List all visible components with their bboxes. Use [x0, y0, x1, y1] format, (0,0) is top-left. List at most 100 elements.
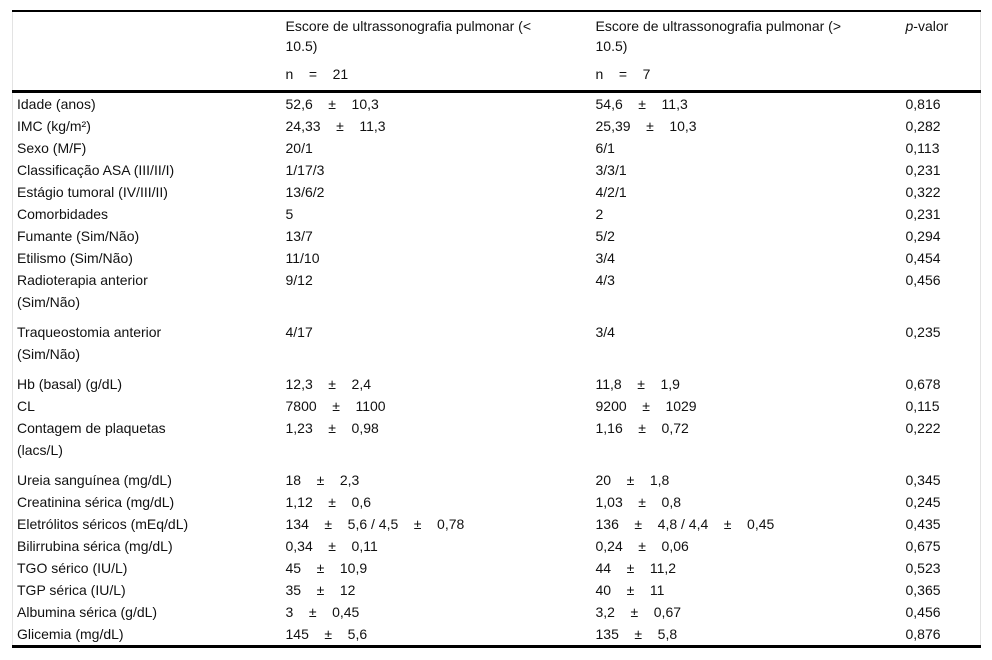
parameter-label-cell: Idade (anos)	[17, 96, 96, 112]
parameter-label-cell: Sexo (M/F)	[17, 140, 87, 156]
parameter-label-cell: Contagem de plaquetas (lacs/L)	[17, 420, 166, 458]
group1-value-cell: 145 ± 5,6	[285, 626, 368, 642]
group1-value-cell: 5	[285, 206, 294, 222]
clinical-comparison-table-wrap: Escore de ultrassonografia pulmonar (< 1…	[12, 10, 981, 648]
pvalue-cell: 0,113	[905, 140, 940, 156]
pvalue-cell: 0,345	[905, 472, 941, 488]
parameter-label-cell: Classificação ASA (III/II/I)	[17, 162, 175, 178]
parameter-label-cell: CL	[17, 398, 35, 414]
parameter-label-cell: Bilirrubina sérica (mg/dL)	[17, 538, 173, 554]
parameter-label-cell: Hb (basal) (g/dL)	[17, 376, 123, 392]
group2-value-cell: 20 ± 1,8	[595, 472, 670, 488]
group1-value-cell: 1,23 ± 0,98	[285, 420, 379, 436]
group2-value-cell: 2	[595, 206, 604, 222]
parameter-label-cell: TGP sérica (IU/L)	[17, 582, 126, 598]
group2-value-cell: 1,16 ± 0,72	[595, 420, 689, 436]
pvalue-cell: 0,235	[905, 324, 941, 340]
group1-value-cell: 1/17/3	[285, 162, 325, 178]
group2-value-cell: 4/3	[595, 272, 615, 288]
table-row: Creatinina sérica (mg/dL) 1,12 ± 0,6 1,03 …	[13, 491, 981, 513]
table-row: Comorbidades 5 2 0,231	[13, 203, 981, 225]
group2-value-cell: 11,8 ± 1,9	[595, 376, 680, 392]
pvalue-cell: 0,231	[905, 206, 941, 222]
parameter-label-cell: TGO sérico (IU/L)	[17, 560, 128, 576]
pvalue-cell: 0,454	[905, 250, 941, 266]
table-body: Idade (anos) 52,6 ± 10,3 54,6 ± 11,3 0,816 I…	[13, 92, 981, 647]
group1-value-cell: 20/1	[285, 140, 313, 156]
group1-value-cell: 0,34 ± 0,11	[285, 538, 378, 554]
pvalue-cell: 0,523	[905, 560, 941, 576]
group1-header-title: Escore de ultrassonografia pulmonar (< 1…	[285, 18, 532, 54]
group1-value-cell: 13/6/2	[285, 184, 325, 200]
table-row: Sexo (M/F) 20/1 6/1 0,113	[13, 137, 981, 159]
table-row: Contagem de plaquetas (lacs/L) 1,23 ± 0,9…	[13, 417, 981, 469]
group2-value-cell: 4/2/1	[595, 184, 627, 200]
group2-value-cell: 25,39 ± 10,3	[595, 118, 697, 134]
pvalue-cell: 0,115	[905, 398, 940, 414]
table-row: Bilirrubina sérica (mg/dL) 0,34 ± 0,11 0,2…	[13, 535, 981, 557]
table-row: Radioterapia anterior (Sim/Não) 9/12 4/3 0,…	[13, 269, 981, 321]
header-row: Escore de ultrassonografia pulmonar (< 1…	[12, 11, 981, 93]
parameter-label-cell: Traqueostomia anterior (Sim/Não)	[17, 324, 162, 362]
table-row: TGO sérico (IU/L) 45 ± 10,9 44 ± 11,2 0,523	[13, 557, 981, 579]
table-row: Hb (basal) (g/dL) 12,3 ± 2,4 11,8 ± 1,9 0,6…	[13, 373, 981, 395]
group2-value-cell: 6/1	[595, 140, 615, 156]
pvalue-cell: 0,294	[905, 228, 941, 244]
group2-sample-size: n = 7	[595, 66, 651, 82]
pvalue-cell: 0,282	[905, 118, 941, 134]
group2-value-cell: 3/4	[595, 250, 615, 266]
table-row: CL 7800 ± 1100 9200 ± 1029 0,115	[13, 395, 981, 417]
pvalue-cell: 0,435	[905, 516, 941, 532]
pvalue-header-italic-p: p	[905, 18, 914, 34]
table-row: TGP sérica (IU/L) 35 ± 12 40 ± 11 0,365	[13, 579, 981, 601]
pvalue-cell: 0,456	[905, 604, 941, 620]
group2-value-cell: 135 ± 5,8	[595, 626, 678, 642]
group1-value-cell: 13/7	[285, 228, 313, 244]
parameter-label-cell: Etilismo (Sim/Não)	[17, 250, 133, 266]
group2-header-cell: Escore de ultrassonografia pulmonar (> 1…	[595, 11, 906, 93]
group2-value-cell: 3/4	[595, 324, 615, 340]
group2-value-cell: 44 ± 11,2	[595, 560, 677, 576]
parameter-label-cell: IMC (kg/m²)	[17, 118, 91, 134]
group1-value-cell: 11/10	[285, 250, 320, 266]
clinical-comparison-table: Escore de ultrassonografia pulmonar (< 1…	[12, 10, 981, 648]
parameter-label-cell: Comorbidades	[17, 206, 109, 222]
group1-header-cell: Escore de ultrassonografia pulmonar (< 1…	[285, 11, 596, 93]
parameter-label-cell: Albumina sérica (g/dL)	[17, 604, 158, 620]
group1-value-cell: 1,12 ± 0,6	[285, 494, 372, 510]
pvalue-cell: 0,322	[905, 184, 941, 200]
group2-value-cell: 1,03 ± 0,8	[595, 494, 682, 510]
group1-value-cell: 7800 ± 1100	[285, 398, 386, 414]
parameter-label-cell: Glicemia (mg/dL)	[17, 626, 124, 642]
pvalue-cell: 0,365	[905, 582, 941, 598]
table-row: Estágio tumoral (IV/III/II) 13/6/2 4/2/1 0,…	[13, 181, 981, 203]
pvalue-header-rest: -valor	[913, 18, 949, 34]
group2-value-cell: 40 ± 11	[595, 582, 665, 598]
parameter-label-cell: Estágio tumoral (IV/III/II)	[17, 184, 168, 200]
table-row: Fumante (Sim/Não) 13/7 5/2 0,294	[13, 225, 981, 247]
group1-value-cell: 9/12	[285, 272, 313, 288]
group1-value-cell: 4/17	[285, 324, 313, 340]
pvalue-cell: 0,245	[905, 494, 941, 510]
group2-value-cell: 3/3/1	[595, 162, 627, 178]
group1-sample-size: n = 21	[285, 66, 349, 82]
group1-value-cell: 12,3 ± 2,4	[285, 376, 372, 392]
parameter-label-cell: Creatinina sérica (mg/dL)	[17, 494, 175, 510]
table-row: IMC (kg/m²) 24,33 ± 11,3 25,39 ± 10,3 0,282	[13, 115, 981, 137]
group1-value-cell: 18 ± 2,3	[285, 472, 360, 488]
pvalue-header-cell: p-valor	[905, 11, 981, 93]
group2-value-cell: 0,24 ± 0,06	[595, 538, 689, 554]
group1-value-cell: 45 ± 10,9	[285, 560, 368, 576]
table-row: Glicemia (mg/dL) 145 ± 5,6 135 ± 5,8 0,876	[13, 623, 981, 647]
group2-value-cell: 9200 ± 1029	[595, 398, 697, 414]
parameter-label-cell: Radioterapia anterior (Sim/Não)	[17, 272, 148, 310]
group2-header-title: Escore de ultrassonografia pulmonar (> 1…	[595, 18, 842, 54]
table-row: Etilismo (Sim/Não) 11/10 3/4 0,454	[13, 247, 981, 269]
group2-value-cell: 3,2 ± 0,67	[595, 604, 682, 620]
group1-value-cell: 134 ± 5,6 / 4,5 ± 0,78	[285, 516, 465, 532]
pvalue-cell: 0,678	[905, 376, 941, 392]
pvalue-cell: 0,876	[905, 626, 941, 642]
empty-header-cell	[12, 11, 286, 93]
table-row: Ureia sanguínea (mg/dL) 18 ± 2,3 20 ± 1,8 0…	[13, 469, 981, 491]
pvalue-cell: 0,816	[905, 96, 941, 112]
